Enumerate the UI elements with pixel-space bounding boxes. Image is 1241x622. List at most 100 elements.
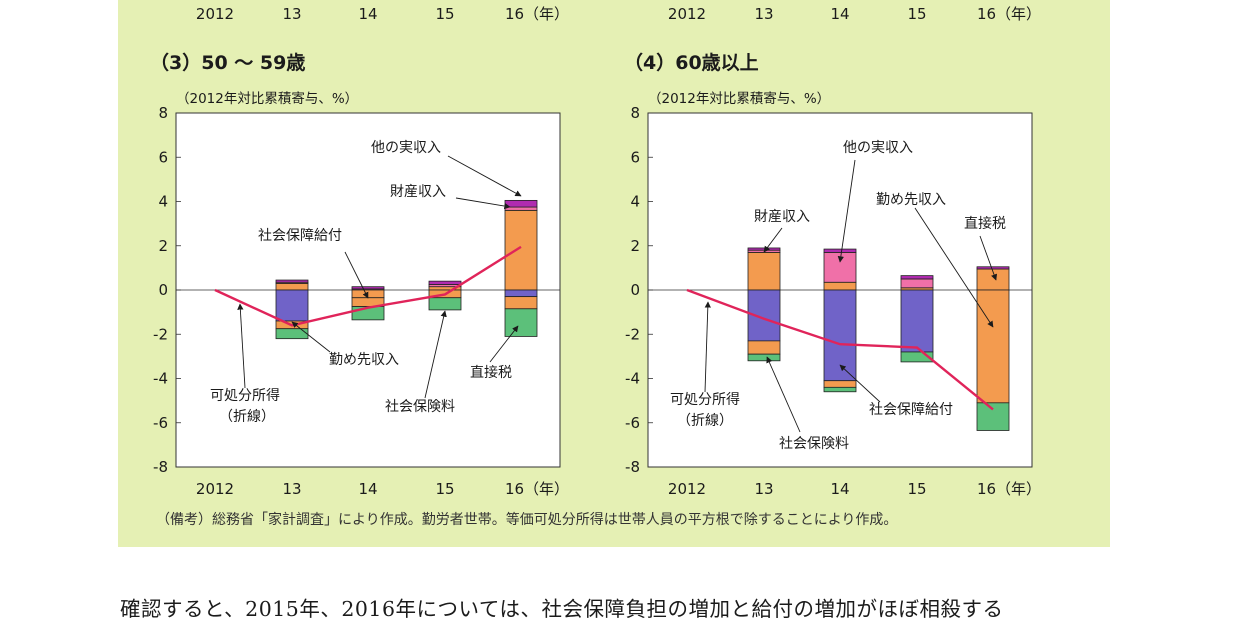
annotation-label: 勤め先収入 (329, 352, 399, 368)
top-tick-right-4: 16（年） (977, 5, 1041, 23)
annotation-arrow (237, 303, 246, 389)
y-tick-label: -6 (153, 414, 168, 432)
y-tick-label: -4 (153, 370, 168, 388)
x-tick-label: 16（年） (977, 480, 1041, 498)
bar-segment-direct_tax (823, 380, 857, 388)
bar-segment-wages (275, 282, 309, 291)
bar-segment-other_income (428, 280, 462, 285)
bar-segment-social_insurance (275, 328, 309, 340)
bar-segment-social_benefits (900, 289, 934, 353)
annotation-label: 他の実収入 (843, 140, 913, 156)
top-tick-left-3: 15 (435, 5, 454, 23)
bar-segment-social_insurance (747, 353, 781, 362)
annotation-label: （折線） (677, 413, 733, 429)
top-tick-right-0: 2012 (668, 5, 706, 23)
y-tick-label: 4 (158, 193, 168, 211)
annotation-label: 他の実収入 (371, 140, 441, 156)
annotation-arrow (979, 235, 998, 281)
y-tick-label: -6 (625, 414, 640, 432)
y-tick-label: 2 (158, 237, 168, 255)
y-tick-label: 6 (630, 148, 640, 166)
top-tick-left-0: 2012 (196, 5, 234, 23)
bar-segment-other_income (747, 247, 781, 251)
x-tick-label: 16（年） (505, 480, 569, 498)
annotation-arrow (447, 155, 522, 197)
y-tick-label: 0 (158, 281, 168, 299)
bar-segment-wages (504, 209, 538, 291)
bar-segment-direct_tax (747, 340, 781, 355)
annotation-label: 直接税 (964, 215, 1006, 232)
annotation-label: 社会保障給付 (258, 228, 342, 244)
bar-segment-direct_tax (976, 289, 1010, 404)
annotation-arrow (489, 325, 519, 363)
bar-segment-social_insurance (976, 402, 1010, 431)
bar-segment-wages (747, 251, 781, 291)
disposable-income-line (686, 288, 994, 411)
chart1: 8 6 4 2 0 -2 -4 -6 -8 2012 13 14 15 16（年） 他の実収入財産収入社会保… (153, 104, 569, 498)
annotation-arrow (455, 197, 511, 210)
annotation-arrow (837, 159, 856, 263)
annotation-label: 可処分所得 (210, 387, 280, 404)
footnote: （備考）総務省「家計調査」により作成。勤労者世帯。等価可処分所得は世帯人員の平方… (156, 511, 897, 528)
y-tick-label: -4 (625, 370, 640, 388)
y-tick-label: 0 (630, 281, 640, 299)
annotation-arrow (344, 251, 369, 299)
annotation-label: 勤め先収入 (876, 192, 946, 208)
y-tick-label: 8 (158, 104, 168, 122)
annotation-label: 社会保険料 (779, 436, 849, 452)
x-tick-label: 14 (358, 480, 377, 498)
y-tick-label: 2 (630, 237, 640, 255)
annotation-arrow (291, 321, 331, 353)
annotation-label: 社会保障給付 (869, 402, 953, 418)
body-paragraph: 確認すると、2015年、2016年については、社会保障負担の増加と給付の増加がほ… (120, 597, 1004, 621)
x-tick-label: 15 (435, 480, 454, 498)
bar-segment-social_benefits (504, 289, 538, 298)
top-tick-right-1: 13 (754, 5, 773, 23)
bar-segment-social_insurance (900, 351, 934, 363)
bar-segment-property_income (900, 278, 934, 289)
top-tick-left-4: 16（年） (505, 5, 569, 23)
bar-segment-social_insurance (428, 297, 462, 311)
annotation-label: 直接税 (470, 364, 512, 381)
annotation-arrow (914, 207, 994, 328)
bar-segment-social_insurance (823, 386, 857, 393)
disposable-income-line (214, 245, 522, 327)
bar-segment-social_benefits (823, 289, 857, 382)
y-tick-label: -8 (625, 458, 640, 476)
annotation-arrow (766, 356, 801, 433)
top-tick-right-2: 14 (830, 5, 849, 23)
chart2-ylabel: （2012年対比累積寄与、%） (648, 90, 830, 107)
annotation-arrow (704, 301, 711, 393)
bar-segment-social_benefits (275, 289, 309, 322)
bar-segment-other_income (275, 279, 309, 283)
y-tick-label: -8 (153, 458, 168, 476)
bar-segment-property_income (823, 251, 857, 283)
annotation-label: 社会保険料 (385, 399, 455, 415)
bar-segment-direct_tax (504, 296, 538, 310)
y-tick-label: -2 (625, 325, 640, 343)
y-tick-label: 4 (630, 193, 640, 211)
top-tick-right-3: 15 (907, 5, 926, 23)
x-tick-label: 2012 (196, 480, 234, 498)
x-tick-label: 2012 (668, 480, 706, 498)
top-axis-right: 2012 13 14 15 16（年） (668, 5, 1041, 23)
bar-segment-other_income (504, 199, 538, 208)
bar-segment-property_income (504, 206, 538, 211)
bar-segment-other_income (823, 248, 857, 253)
x-tick-label: 13 (282, 480, 301, 498)
annotation-arrow (424, 310, 447, 399)
annotation-label: 財産収入 (390, 184, 446, 200)
bar-segment-social_insurance (504, 308, 538, 337)
chart1-title: （3）50 ～ 59歳 (150, 51, 305, 74)
chart2-title: （4）60歳以上 (624, 51, 759, 74)
top-tick-left-2: 14 (358, 5, 377, 23)
y-tick-label: -2 (153, 325, 168, 343)
x-tick-label: 15 (907, 480, 926, 498)
x-tick-label: 14 (830, 480, 849, 498)
y-tick-label: 8 (630, 104, 640, 122)
annotation-arrow (763, 227, 783, 253)
bar-segment-other_income (976, 266, 1010, 270)
top-axis-left: 2012 13 14 15 16（年） (196, 5, 569, 23)
